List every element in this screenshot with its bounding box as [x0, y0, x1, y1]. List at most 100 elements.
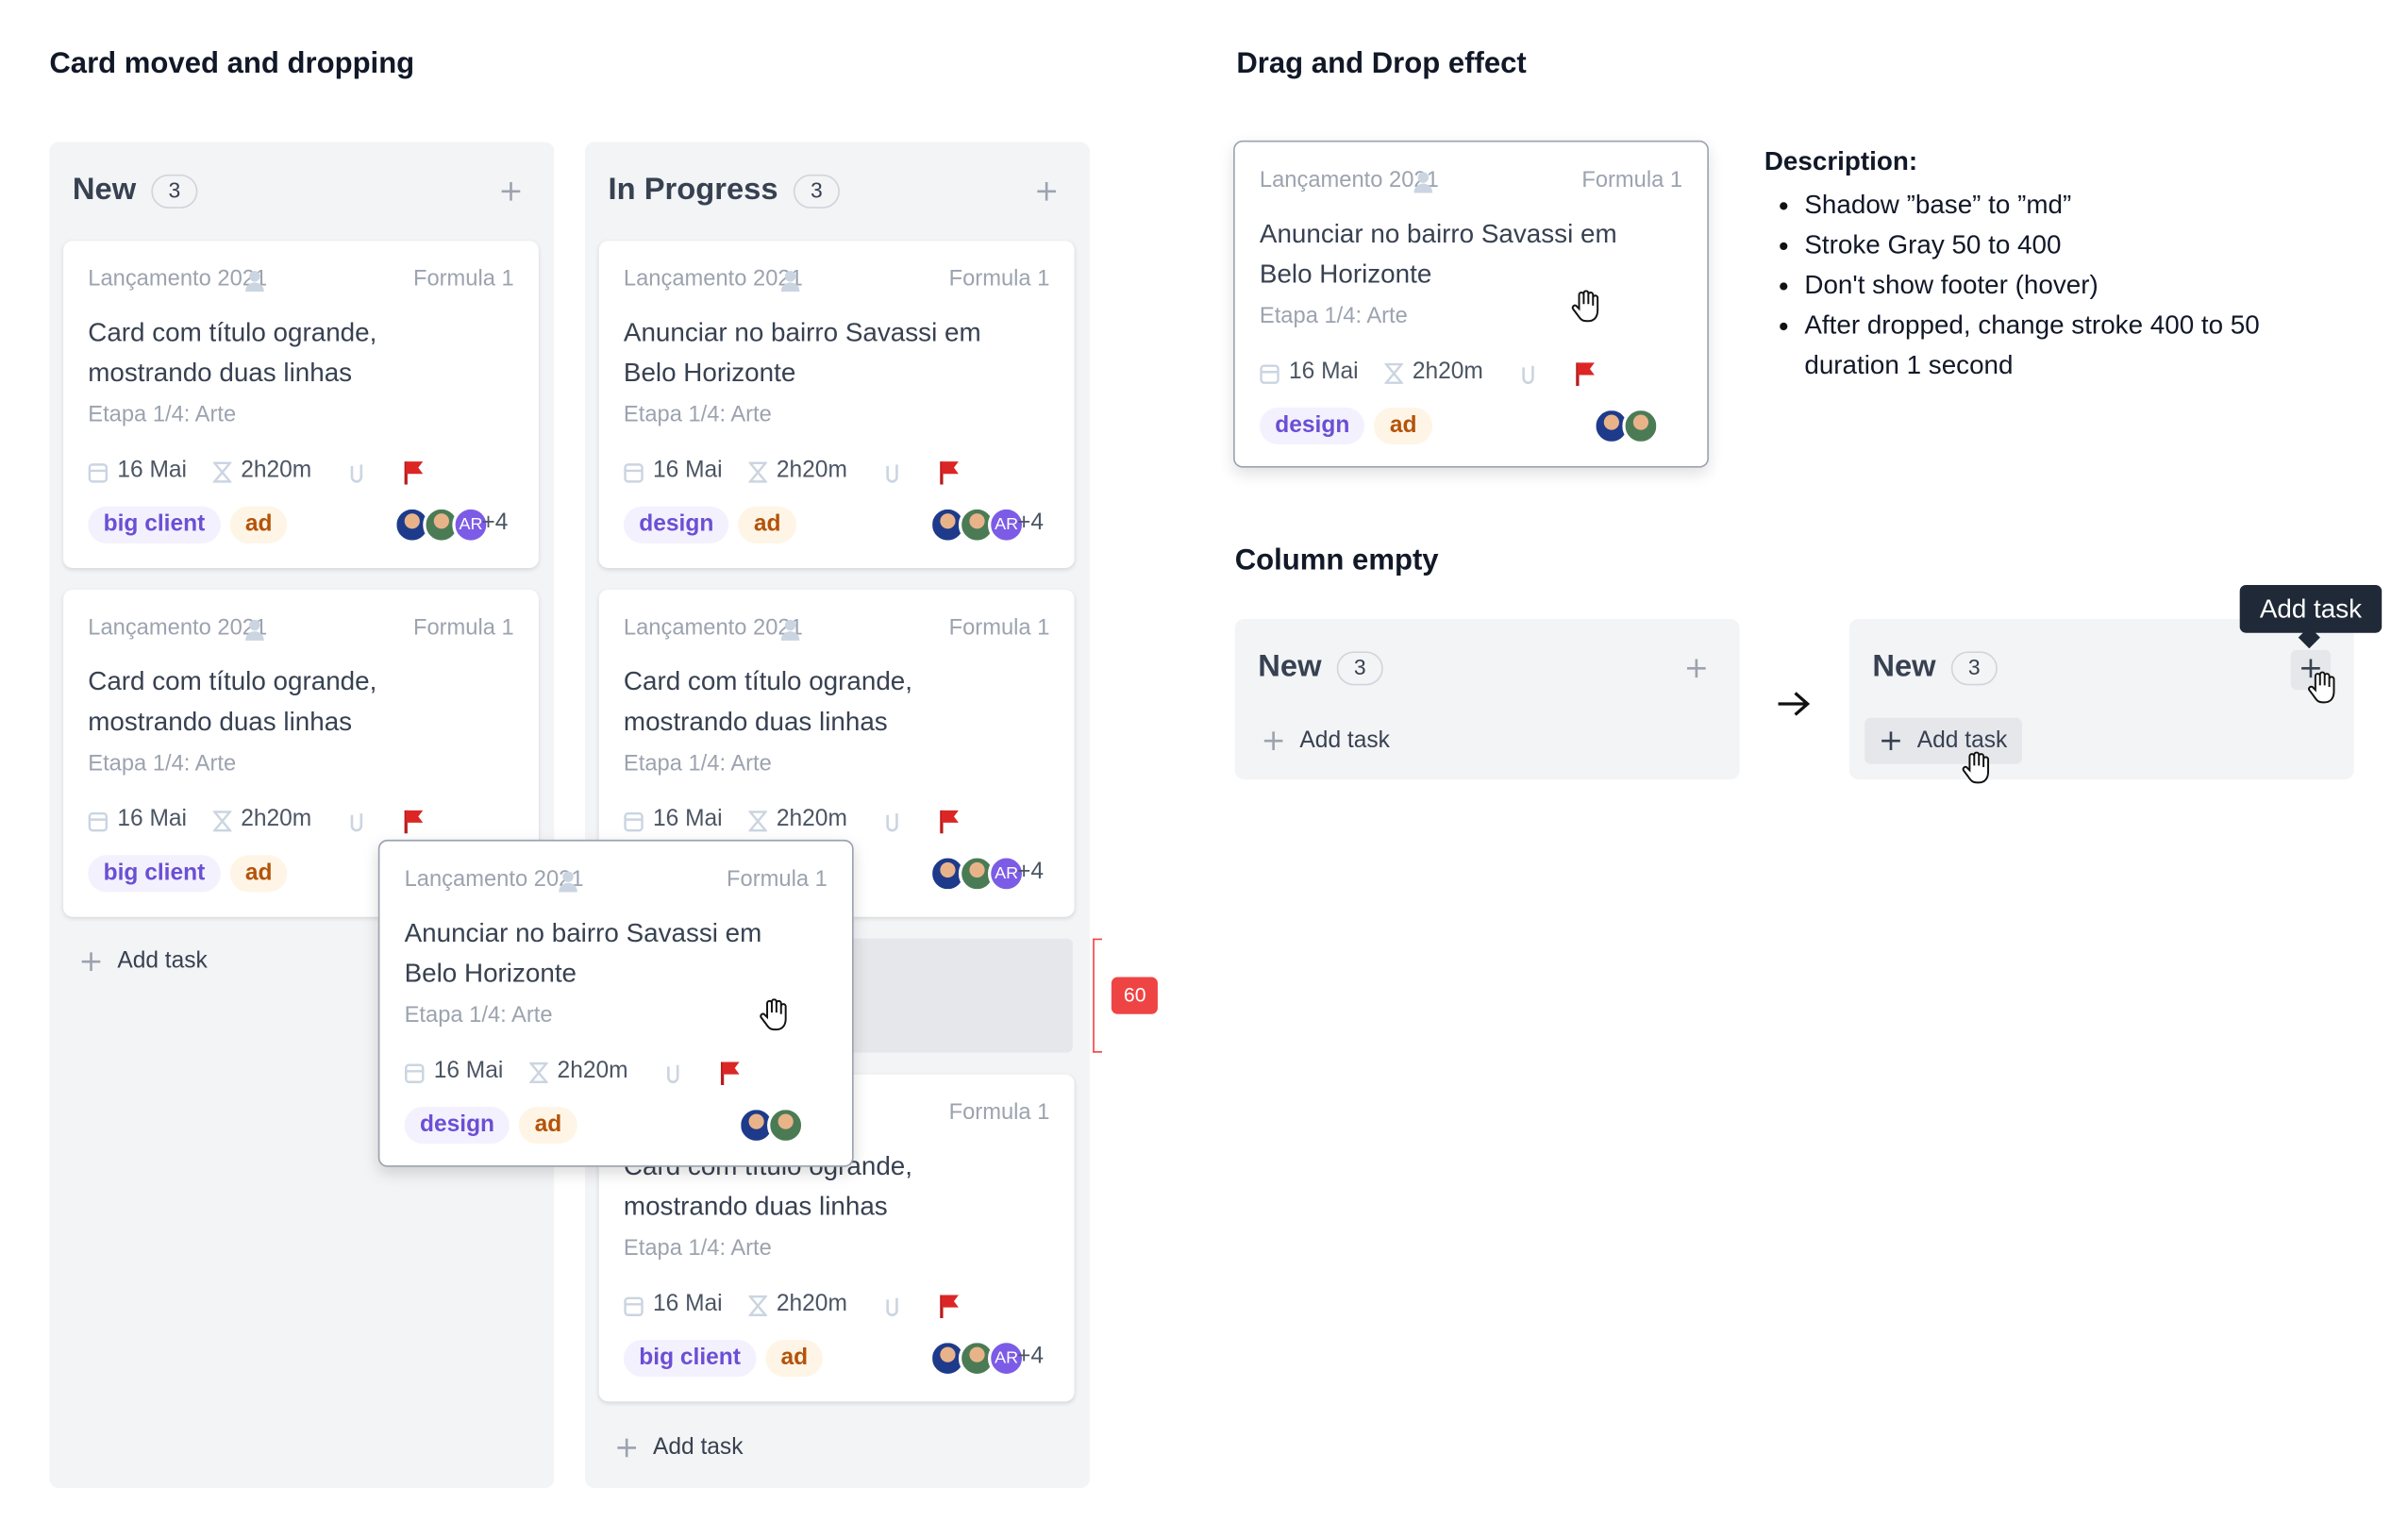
card-client: Formula 1 — [948, 1100, 1050, 1126]
description-title: Description: — [1764, 146, 1918, 176]
person-icon-shape — [780, 631, 800, 641]
add-button[interactable] — [500, 180, 522, 202]
add-task-button[interactable]: Add task — [1247, 718, 1405, 764]
description-item: Stroke Gray 50 to 400 — [1780, 226, 2335, 266]
add-button[interactable] — [2299, 658, 2321, 679]
person-icon-shape — [562, 871, 574, 882]
add-task-button[interactable]: Add task — [65, 939, 223, 985]
calendar-icon-shape — [624, 811, 644, 832]
hourglass-icon — [748, 811, 768, 832]
hourglass-icon — [748, 1295, 768, 1317]
person-icon-shape — [1417, 172, 1430, 183]
add-button[interactable] — [1685, 658, 1707, 679]
card-client: Formula 1 — [412, 615, 514, 641]
flag-icon-shape — [406, 810, 424, 823]
count-badge: 3 — [1336, 651, 1383, 686]
column-name: New — [72, 173, 137, 208]
person-icon — [780, 619, 800, 641]
add-task-button[interactable]: Add task — [600, 1425, 758, 1471]
calendar-icon-shape — [405, 1063, 425, 1083]
calendar-icon — [88, 463, 109, 483]
person-icon — [780, 271, 800, 292]
card-client: Formula 1 — [948, 267, 1050, 292]
card-title: Anunciar no bairro Savassi em Belo Horiz… — [1259, 219, 1617, 289]
flag-icon-shape — [722, 1061, 740, 1075]
bullet — [1780, 282, 1788, 291]
person-icon — [245, 619, 264, 641]
attachment-icon-shape — [350, 813, 363, 832]
hourglass-icon-shape — [748, 811, 768, 832]
add-button-shape — [1037, 182, 1056, 201]
grab-cursor — [760, 998, 787, 1031]
tag: design — [404, 1106, 510, 1145]
attachment-icon-shape — [886, 813, 898, 832]
calendar-icon — [624, 463, 644, 483]
avatar-initials: AR — [987, 855, 1026, 893]
card-date: 16 Mai — [117, 457, 187, 484]
card-duration: 2h20m — [241, 457, 312, 484]
tag: design — [623, 506, 729, 543]
attachment-icon-shape — [886, 1297, 898, 1317]
task-card[interactable]: Lançamento 2021 Formula 1 Anunciar no bair… — [1233, 140, 1709, 468]
avatar — [1622, 407, 1660, 445]
person-icon-shape — [245, 631, 264, 641]
avatar-more: +4 — [1017, 1343, 1045, 1370]
tag-row: big client ad — [623, 1339, 832, 1378]
calendar-icon — [405, 1063, 425, 1083]
card-project: Lançamento 2021 — [623, 615, 803, 641]
person-icon-shape — [249, 619, 260, 631]
tag: ad — [1374, 407, 1432, 445]
add-task-label: Add task — [652, 1433, 744, 1461]
attachment-icon-shape — [886, 464, 898, 483]
card-project: Lançamento 2021 — [1259, 168, 1439, 193]
card-title: Anunciar no bairro Savassi em Belo Horiz… — [404, 918, 762, 988]
card-duration: 2h20m — [1412, 358, 1483, 385]
add-button-shape — [501, 182, 521, 201]
attachment-icon — [1522, 365, 1534, 384]
arrow-icon-shape — [1778, 692, 1811, 716]
avatar — [928, 506, 967, 543]
pointer-cursor — [1962, 751, 1990, 784]
avatar-more: +4 — [1017, 509, 1045, 536]
bullet — [1780, 202, 1788, 210]
card-duration: 2h20m — [776, 457, 847, 484]
attachment-icon-shape — [350, 464, 363, 483]
task-card[interactable]: Lançamento 2021 Formula 1 Anunciar no bair… — [377, 839, 854, 1167]
card-project: Lançamento 2021 — [623, 267, 803, 292]
attachment-icon-shape — [667, 1064, 679, 1084]
count-badge: 3 — [793, 174, 840, 209]
task-card[interactable]: Lançamento 2021 Formula 1 Card com título … — [63, 241, 539, 569]
pointer-cursor-shape — [2308, 671, 2335, 704]
person-icon-shape — [780, 282, 800, 292]
card-date: 16 Mai — [652, 805, 723, 832]
flag-icon — [1576, 362, 1595, 386]
column: In Progress 3 Lançamento 2021 Formula 1 Anun… — [585, 142, 1090, 1489]
attachment-icon — [886, 464, 898, 483]
flag-icon — [404, 810, 424, 834]
column-name: New — [1258, 649, 1322, 684]
task-card[interactable]: Lançamento 2021 Formula 1 Anunciar no bair… — [598, 241, 1075, 569]
description-text: Stroke Gray 50 to 400 — [1804, 229, 2062, 259]
attachment-icon — [350, 464, 363, 483]
description-text: Don't show footer (hover) — [1804, 270, 2099, 300]
attachment-icon — [667, 1064, 679, 1084]
attachment-icon — [350, 813, 363, 832]
pointer-cursor — [2308, 671, 2335, 704]
add-button[interactable] — [1036, 180, 1058, 202]
attachment-icon — [886, 1297, 898, 1317]
hourglass-icon-shape — [212, 461, 232, 483]
calendar-icon — [1260, 364, 1279, 384]
card-duration: 2h20m — [776, 1290, 847, 1317]
tag: ad — [738, 506, 796, 543]
flag-icon-shape — [941, 1295, 959, 1308]
add-task-button[interactable]: Add task — [1865, 717, 2023, 764]
description-item: Shadow ”base” to ”md” — [1780, 185, 2335, 226]
attachment-icon — [886, 813, 898, 832]
description-text: Shadow ”base” to ”md” — [1804, 190, 2072, 220]
card-stage: Etapa 1/4: Arte — [623, 1236, 772, 1262]
card-project: Lançamento 2021 — [404, 867, 584, 893]
tag: ad — [229, 506, 288, 543]
description-item: After dropped, change stroke 400 to 50 d… — [1780, 306, 2335, 386]
card-project: Lançamento 2021 — [88, 267, 268, 292]
